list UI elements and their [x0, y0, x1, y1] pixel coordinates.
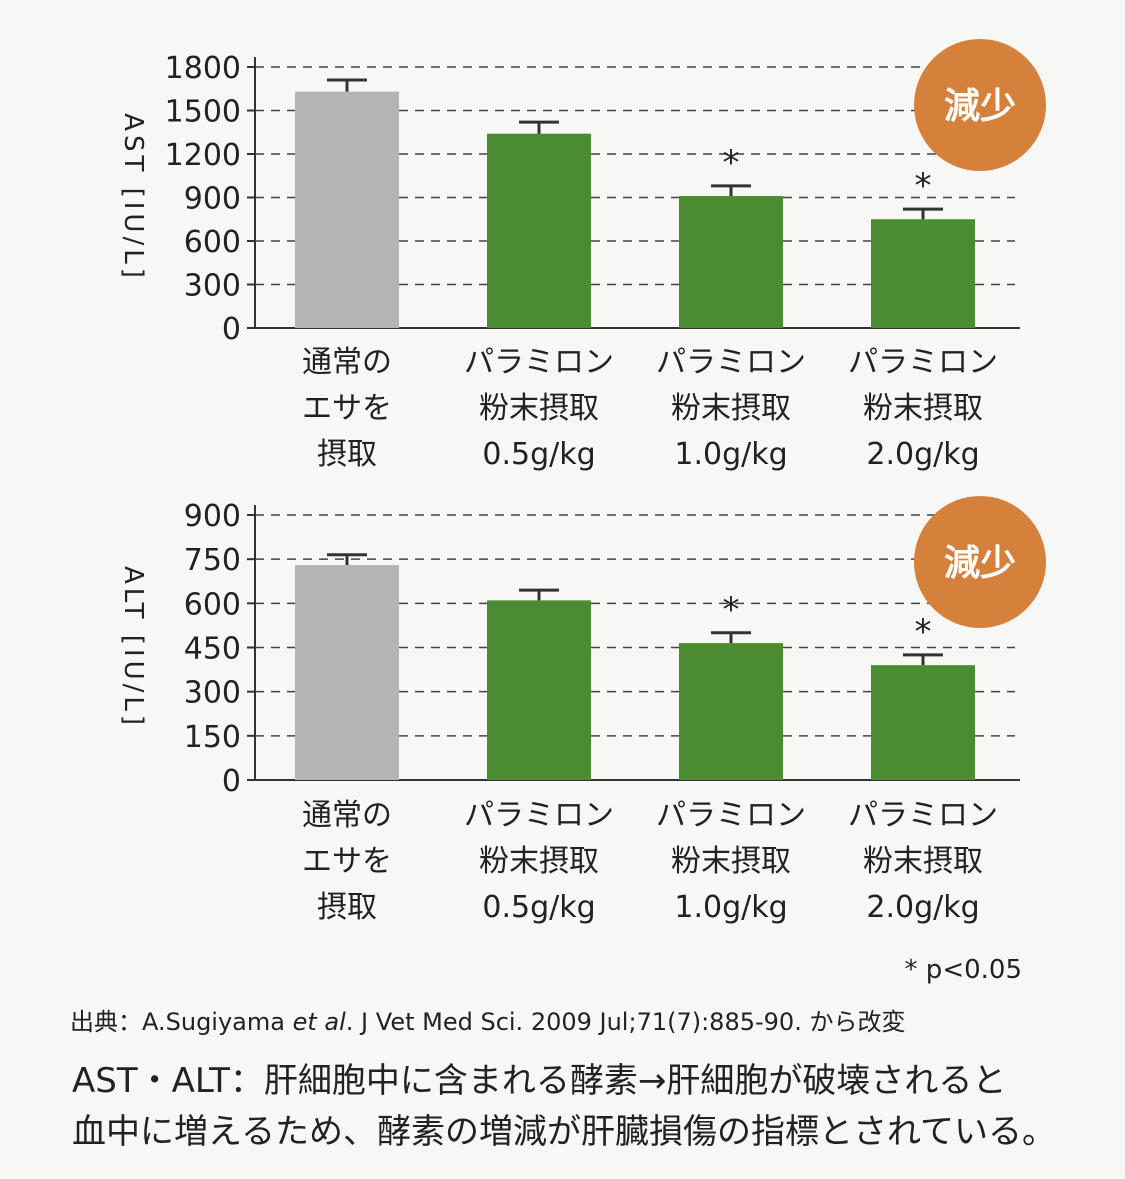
bar [679, 196, 783, 328]
y-tick-label: 0 [222, 764, 241, 799]
y-tick-label: 1500 [165, 95, 241, 130]
x-tick-label: パラミロン [464, 798, 614, 833]
y-tick-label: 600 [184, 225, 241, 260]
x-tick-label: パラミロン [656, 345, 806, 380]
x-tick-label: 粉末摂取 [479, 391, 599, 426]
x-tick-label: 粉末摂取 [479, 844, 599, 879]
x-tick-label: 0.5g/kg [482, 890, 595, 925]
y-tick-label: 300 [184, 676, 241, 711]
error-bar [903, 207, 943, 220]
badge-label: 減少 [944, 543, 1016, 584]
error-bar [903, 653, 943, 666]
bar [871, 219, 975, 328]
badge [914, 496, 1046, 628]
source-part: et al [293, 1008, 347, 1036]
error-bar [711, 184, 751, 197]
significance-mark: * [723, 590, 740, 630]
bar [871, 665, 975, 780]
x-tick-label: 摂取 [317, 437, 377, 472]
significance-mark: * [915, 612, 932, 652]
bar [295, 565, 399, 780]
source: 出典：A.Sugiyama et al. J Vet Med Sci. 2009… [70, 1008, 905, 1036]
x-tick-label: 1.0g/kg [674, 437, 787, 472]
y-tick-label: 750 [184, 543, 241, 578]
explanation-line: AST・ALT：肝細胞中に含まれる酵素→肝細胞が破壊されると [72, 1061, 1006, 1101]
x-tick-label: 通常の [302, 345, 392, 380]
y-tick-label: 150 [184, 720, 241, 755]
y-tick-label: 1200 [165, 138, 241, 173]
y-tick-label: 450 [184, 632, 241, 667]
badge [914, 39, 1046, 171]
error-bar [327, 553, 367, 566]
y-tick-label: 900 [184, 499, 241, 534]
x-tick-label: 2.0g/kg [866, 437, 979, 472]
x-tick-label: 1.0g/kg [674, 890, 787, 925]
source-part: 出典：A.Sugiyama [70, 1008, 293, 1036]
x-tick-label: パラミロン [848, 345, 998, 380]
x-tick-label: 粉末摂取 [671, 391, 791, 426]
y-tick-label: 1800 [165, 51, 241, 86]
significance-mark: * [723, 143, 740, 183]
error-bar [711, 631, 751, 644]
footnote: * p<0.05 [905, 955, 1022, 985]
badge-label: 減少 [944, 86, 1016, 127]
source-part: . J Vet Med Sci. 2009 Jul;71(7):885-90. … [346, 1008, 906, 1036]
x-tick-label: 粉末摂取 [863, 391, 983, 426]
significance-mark: * [915, 166, 932, 206]
x-tick-label: 0.5g/kg [482, 437, 595, 472]
bar [679, 643, 783, 780]
x-tick-label: 摂取 [317, 890, 377, 925]
y-tick-label: 600 [184, 587, 241, 622]
y-tick-label: 0 [222, 312, 241, 347]
x-tick-label: エサを [302, 844, 392, 879]
x-tick-label: パラミロン [656, 798, 806, 833]
x-tick-label: 粉末摂取 [863, 844, 983, 879]
y-axis-label: ALT [IU/L] [118, 566, 148, 729]
bar [487, 133, 591, 328]
error-bar [519, 120, 559, 134]
x-tick-label: 粉末摂取 [671, 844, 791, 879]
error-bar [519, 588, 559, 601]
y-tick-label: 900 [184, 182, 241, 217]
y-axis-label: AST [IU/L] [118, 113, 148, 282]
x-tick-label: 通常の [302, 798, 392, 833]
x-tick-label: パラミロン [464, 345, 614, 380]
y-tick-label: 300 [184, 269, 241, 304]
x-tick-label: エサを [302, 391, 392, 426]
x-tick-label: パラミロン [848, 798, 998, 833]
bar [295, 91, 399, 329]
x-tick-label: 2.0g/kg [866, 890, 979, 925]
error-bar [327, 78, 367, 92]
bar [487, 600, 591, 780]
explanation-line: 血中に増えるため、酵素の増減が肝臓損傷の指標とされている。 [72, 1112, 1056, 1152]
